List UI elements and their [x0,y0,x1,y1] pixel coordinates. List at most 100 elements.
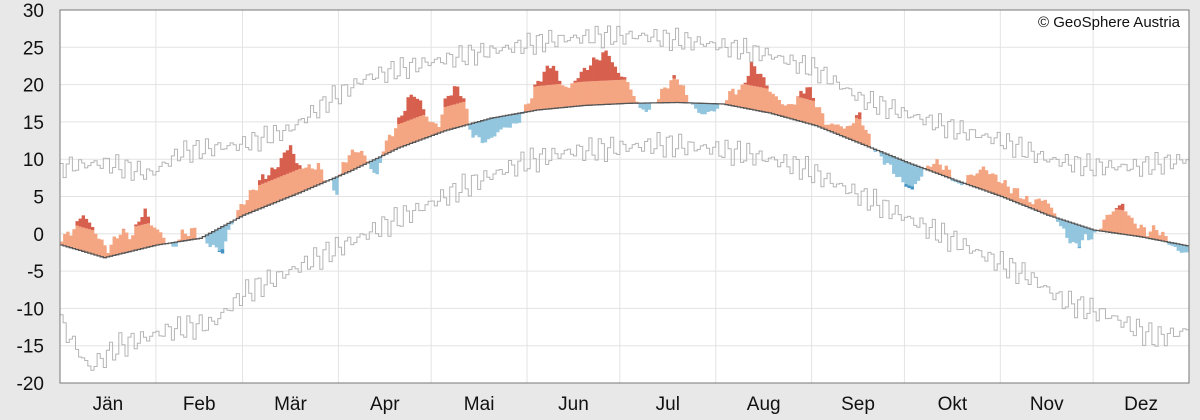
warm-bar [121,229,126,254]
warm-bar [347,155,352,172]
cool-bar [208,233,212,248]
warm-bar [561,85,565,108]
warm-bar [193,227,197,240]
warm-bar [366,161,370,163]
warm-bar [672,78,676,103]
y-tick-label: -20 [17,374,44,395]
cool-bar [892,156,896,174]
warm-bar [1012,188,1017,202]
warm-bar [793,104,797,120]
warm-bar [112,236,116,256]
hot-bar [143,208,147,225]
warm-bar [106,252,110,257]
cool-bar [1080,226,1085,241]
warm-bar [755,86,760,111]
warm-bar [319,169,324,184]
hot-bar [295,163,299,171]
warm-bar [459,102,463,127]
warm-bar [251,189,256,212]
warm-bar [780,104,785,117]
warm-bar [298,168,302,193]
cool-bar [960,182,964,186]
cool-bar [1090,229,1094,240]
hot-bar [752,66,757,87]
cool-bar [1173,243,1177,248]
warm-bar [783,105,788,118]
warm-bar [789,104,794,119]
hot-bar [1120,203,1125,211]
hot-bar [551,65,556,85]
hot-bar [403,110,407,122]
cool-bar [375,158,379,175]
warm-bar [854,117,859,142]
warm-bar [1000,183,1004,197]
hot-bar [858,112,862,120]
hot-bar [298,165,302,169]
warm-bar [1049,207,1054,217]
hot-bar [282,152,287,176]
warm-bar [69,235,73,248]
hot-bar [455,86,460,104]
cool-bar [703,103,707,115]
warm-bar [848,125,853,140]
warm-bar [360,150,364,166]
warm-bar [1043,199,1048,214]
cool-bar [480,120,485,144]
cool-bar [1059,219,1063,227]
hot-bar [557,80,562,85]
hot-bar [270,167,274,181]
hot-bar [400,115,404,123]
warm-bar [604,80,608,105]
warm-bar [1102,219,1106,232]
warm-bar [601,80,605,105]
y-axis: 30 25 20 15 10 5 0 -5 -10 -15 -20 [17,1,44,395]
hot-bar [81,215,86,228]
y-tick-label: 25 [23,38,44,59]
cold-bar [910,186,915,190]
warm-bar [1025,195,1029,207]
hot-bar [267,175,271,182]
warm-bar [539,85,543,110]
cool-bar [873,149,877,153]
warm-bar [585,81,590,106]
warm-bar [768,91,772,113]
warm-bar [1028,202,1032,208]
warm-bar [656,99,661,103]
cool-bar [1068,222,1072,244]
hot-bar [542,71,546,86]
warm-bar [842,128,846,137]
warm-bar [1037,198,1041,212]
warm-bar [261,183,265,208]
hot-bar [746,75,751,85]
warm-bar [78,226,82,251]
cool-bar [950,178,955,182]
warm-bar [966,175,970,185]
warm-bar [1145,236,1150,238]
cool-bar [335,176,339,195]
warm-bar [802,98,806,123]
cool-bar [471,123,475,138]
warm-bar [530,98,534,112]
warm-bar [830,123,834,132]
month-label: Feb [183,394,216,415]
cool-bar [882,152,887,165]
warm-bar [1158,235,1162,241]
cool-bar [691,103,695,105]
warm-bar [158,232,163,245]
warm-bar [1006,186,1010,199]
y-tick-label: 0 [33,225,44,246]
hot-bar [576,78,580,83]
y-tick-label: -5 [27,262,44,283]
hot-bar [607,55,611,81]
warm-bar [947,169,952,178]
y-tick-label: -10 [17,299,44,320]
warm-bar [356,152,361,168]
hot-bar [1114,208,1119,210]
warm-bar [808,100,812,124]
warm-bar [75,225,79,250]
warm-bar [242,204,246,216]
warm-bar [545,85,550,110]
warm-bar [118,234,123,254]
warm-bar [273,178,277,203]
hot-bar [805,87,809,100]
